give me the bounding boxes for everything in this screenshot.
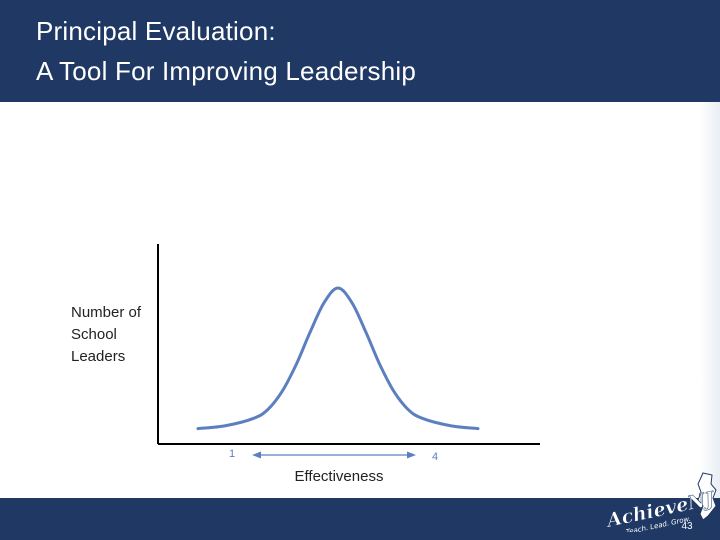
y-axis-label-line-2: School	[71, 326, 117, 343]
x-axis-label: Effectiveness	[295, 468, 384, 485]
slide-title-line-2: A Tool For Improving Leadership	[36, 56, 417, 86]
slide-title-line-1: Principal Evaluation:	[36, 16, 276, 46]
y-axis-label-line-1: Number of	[71, 304, 142, 321]
slide-number: 43	[681, 521, 693, 532]
title-bar: Principal Evaluation: A Tool For Improvi…	[0, 0, 720, 102]
distribution-curve	[196, 286, 480, 431]
chart-area: Number of School Leaders 1 4 Effectivene…	[0, 102, 720, 498]
achievenj-logo: AchieveNJ Teach. Lead. Grow.	[603, 472, 718, 532]
range-arrow-left-head	[252, 451, 261, 459]
bell-curve-chart: Number of School Leaders 1 4 Effectivene…	[71, 244, 540, 485]
footer-bar	[0, 498, 720, 540]
range-arrow-right-head	[407, 451, 416, 459]
right-edge-shade	[700, 102, 720, 498]
x-tick-label-high: 4	[432, 451, 438, 463]
x-tick-label-low: 1	[229, 448, 235, 460]
y-axis-label-line-3: Leaders	[71, 348, 125, 365]
